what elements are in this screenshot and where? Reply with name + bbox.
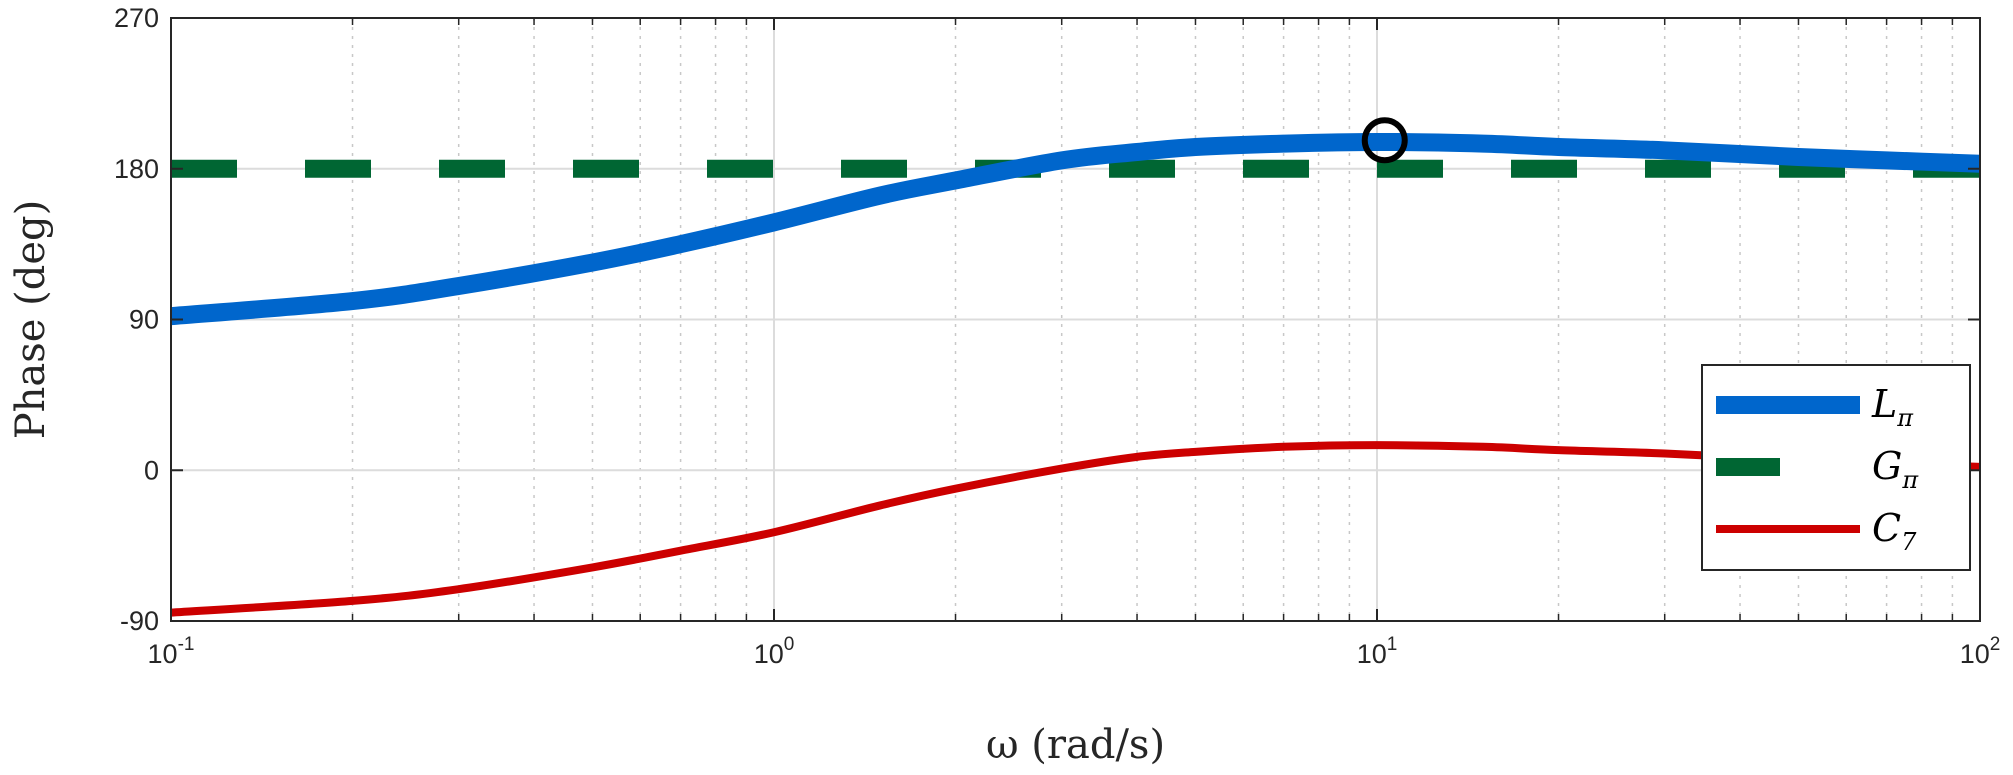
highlight-circle-marker — [1361, 117, 1408, 164]
y-tick-label: 0 — [144, 455, 159, 485]
x-tick-label: 101 — [1357, 634, 1398, 669]
y-tick-label: 270 — [114, 3, 159, 33]
tick-labels: 10-1 100 101 102 270 180 90 0 -90 — [114, 3, 2000, 669]
annotation-layer — [1361, 117, 1408, 164]
x-axis-label: ω (rad/s) — [986, 722, 1165, 768]
x-tick-label: 100 — [754, 634, 795, 669]
legend-entry-label: Lπ — [1871, 382, 1914, 432]
y-tick-label: 180 — [114, 154, 159, 184]
legend-entry-label: Gπ — [1872, 444, 1919, 494]
x-tick-label: 10-1 — [148, 634, 195, 669]
minor-grid — [351, 18, 1954, 621]
series-layer — [170, 132, 1981, 617]
y-tick-label: 90 — [129, 305, 159, 335]
legend: Lπ Gπ C7 — [1701, 364, 1971, 571]
y-tick-label: -90 — [120, 606, 159, 636]
ticks-layer — [170, 17, 1981, 622]
x-tick-label: 102 — [1960, 634, 2001, 669]
series-line-l-pi — [170, 132, 1981, 326]
series-line-c-7 — [170, 441, 1981, 617]
legend-entry-label: C7 — [1872, 506, 1917, 556]
y-axis-label: Phase (deg) — [8, 200, 54, 440]
